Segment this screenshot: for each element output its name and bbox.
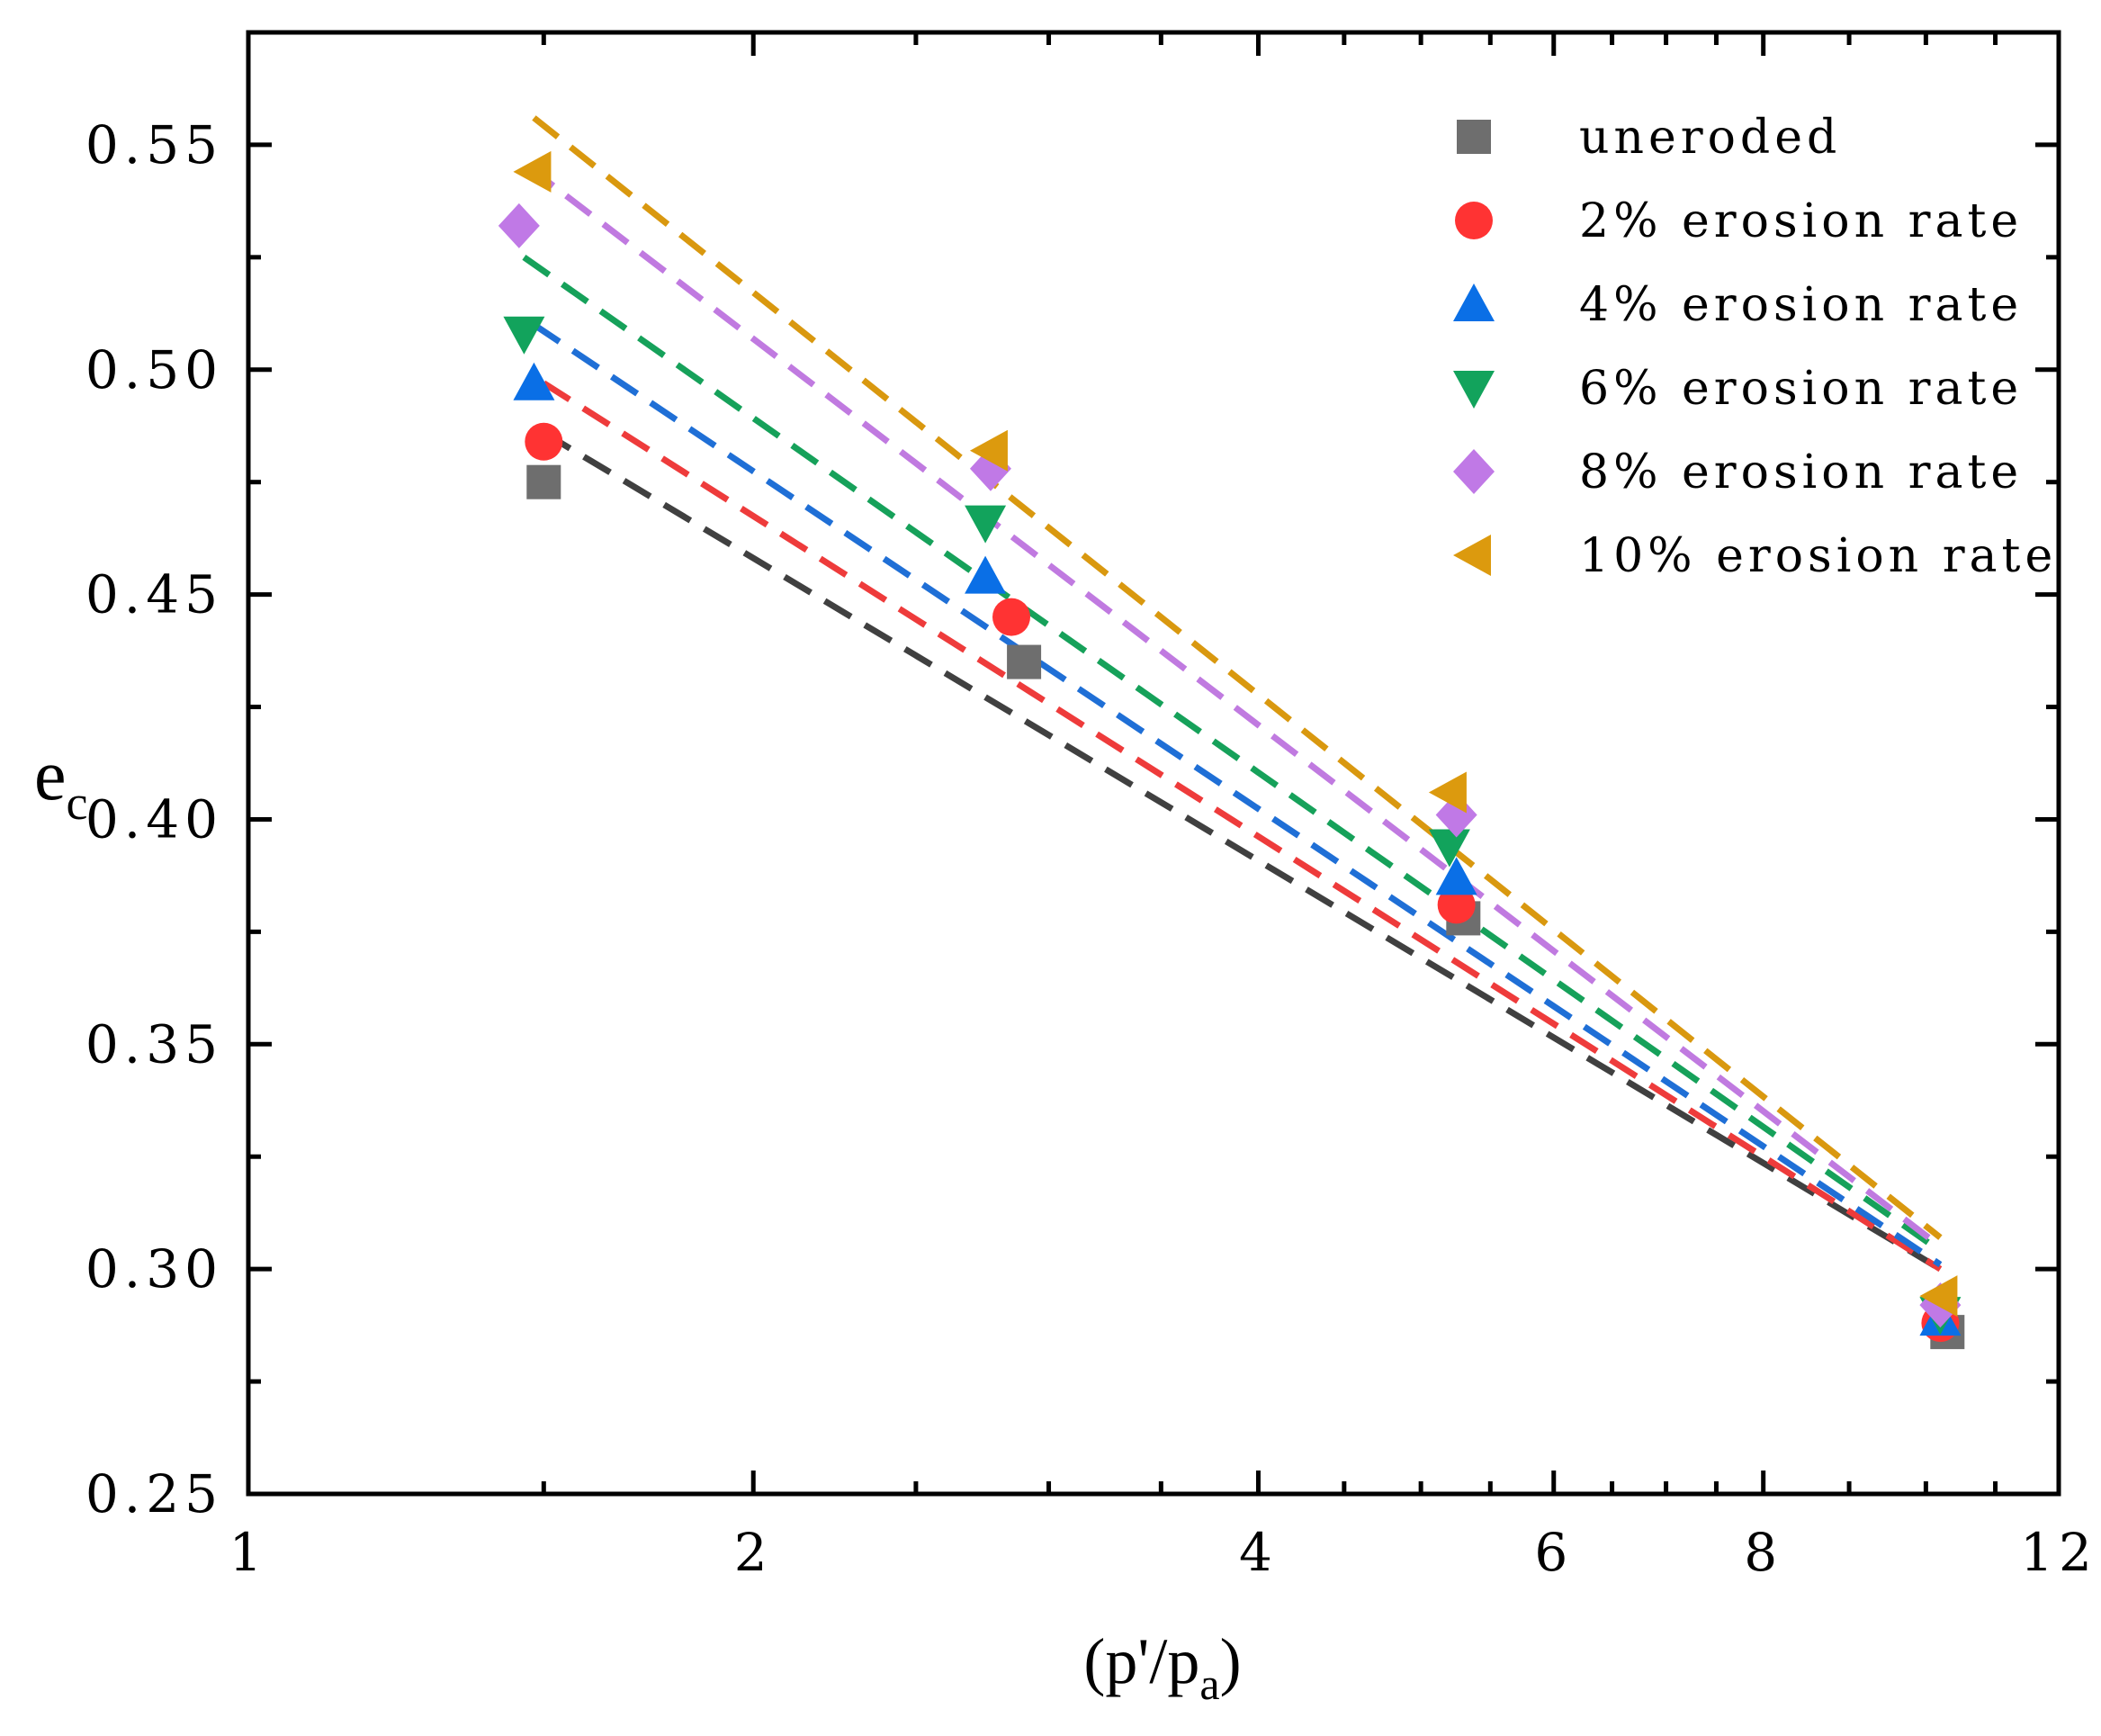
x-axis-title: (p'/pa) [1083, 1625, 1241, 1709]
axis-ticks: 0.250.300.350.400.450.500.551 2 4 6 8 12 [85, 32, 2097, 1583]
data-point-5-3 [1919, 1275, 1958, 1318]
legend-label-1: 2% erosion rate [1579, 194, 2023, 248]
x-tick-label: 12 [2020, 1522, 2097, 1583]
fit-line-0 [542, 429, 1943, 1273]
data-point-2-2 [1435, 857, 1477, 895]
data-point-5-2 [1428, 771, 1467, 814]
y-tick-label: 0.25 [85, 1463, 223, 1525]
data-point-4-2 [1435, 792, 1477, 838]
y-tick-label: 0.40 [85, 788, 223, 850]
y-tick-label: 0.45 [85, 564, 223, 625]
data-point-1-2 [1437, 886, 1476, 924]
legend: uneroded 2% erosion rate 4% erosion rate 6%… [1453, 111, 2057, 583]
legend-label-4: 8% erosion rate [1579, 445, 2023, 499]
data-point-3-0 [503, 316, 545, 355]
legend-marker-3 [1453, 371, 1495, 409]
data-point-4-0 [498, 202, 540, 248]
legend-label-0: uneroded [1579, 111, 1841, 165]
x-tick-label: 8 [1744, 1522, 1782, 1583]
legend-marker-5 [1453, 535, 1491, 576]
plot-frame [246, 30, 2061, 1497]
data-point-0-0 [526, 464, 561, 499]
legend-marker-4 [1453, 449, 1495, 494]
fit-line-3 [522, 254, 1943, 1255]
data-point-1-0 [525, 422, 563, 461]
y-tick-label: 0.50 [85, 339, 223, 400]
legend-label-5: 10% erosion rate [1579, 529, 2057, 583]
y-tick-label: 0.35 [85, 1013, 223, 1075]
data-point-3-1 [965, 505, 1007, 544]
data-point-3-2 [1428, 829, 1470, 868]
y-axis-title: ec [34, 736, 87, 830]
y-tick-label: 0.55 [85, 114, 223, 175]
data-point-2-1 [965, 555, 1007, 594]
data-point-1-1 [992, 598, 1031, 636]
x-tick-label: 1 [229, 1522, 268, 1583]
fit-line-1 [542, 380, 1943, 1273]
y-tick-label: 0.30 [85, 1238, 223, 1300]
legend-label-3: 6% erosion rate [1579, 362, 2023, 416]
fit-lines [522, 115, 1943, 1273]
data-point-5-1 [969, 429, 1008, 472]
x-tick-label: 4 [1239, 1522, 1278, 1583]
data-point-0-1 [1007, 644, 1042, 679]
legend-label-2: 4% erosion rate [1579, 278, 2023, 332]
fit-line-5 [532, 115, 1943, 1240]
legend-marker-0 [1457, 120, 1491, 154]
data-point-2-0 [513, 362, 555, 400]
fit-line-4 [526, 165, 1943, 1249]
x-tick-label: 6 [1534, 1522, 1573, 1583]
data-point-5-0 [513, 150, 552, 193]
data-markers [498, 150, 1965, 1350]
x-tick-label: 2 [734, 1522, 773, 1583]
legend-marker-1 [1455, 202, 1493, 239]
fit-line-2 [532, 321, 1943, 1268]
legend-marker-2 [1453, 283, 1495, 321]
